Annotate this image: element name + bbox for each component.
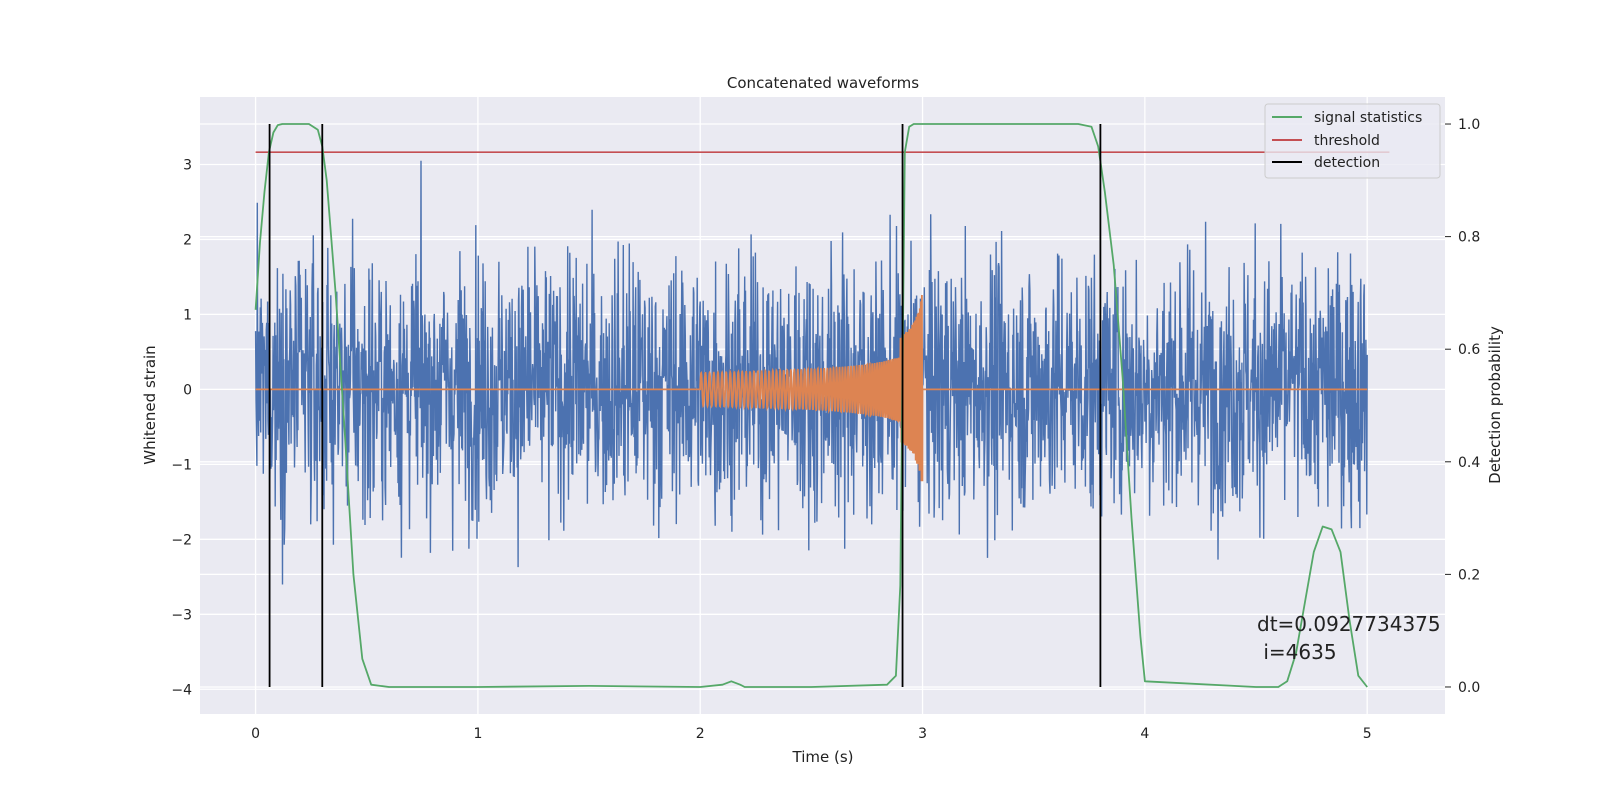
x-axis-ticks: 0 1 2 3 4 5 — [251, 726, 1372, 742]
series-detection — [268, 124, 1102, 687]
y-tick-label: −1 — [171, 457, 192, 473]
y-tick-label: −2 — [171, 532, 192, 548]
y2-tick-label: 0.6 — [1458, 342, 1480, 358]
x-tick-label: 1 — [473, 726, 482, 742]
y-tick-label: 3 — [183, 157, 192, 173]
legend: signal statistics threshold detection — [1264, 103, 1441, 179]
series-whitened-strain — [254, 160, 1368, 585]
y-tick-label: 1 — [183, 307, 192, 323]
noise-line — [254, 160, 1368, 585]
x-axis-label: Time (s) — [792, 748, 854, 766]
x-tick-label: 2 — [696, 726, 705, 742]
y2-tick-label: 0.2 — [1458, 567, 1480, 583]
annotation: dt=0.0927734375 i=4635 — [1257, 612, 1441, 664]
y-axis-label: Whitened strain — [141, 345, 159, 464]
y2-tick-label: 0.8 — [1458, 230, 1480, 246]
y-axis-ticks: −4 −3 −2 −1 0 1 2 3 — [171, 157, 192, 698]
y2-axis-ticks: 0.0 0.2 0.4 0.6 0.8 1.0 — [1445, 117, 1480, 696]
plot-area — [254, 123, 1390, 688]
legend-label-threshold: threshold — [1314, 133, 1380, 149]
chirp-line — [255, 294, 1368, 482]
y-tick-label: 2 — [183, 232, 192, 248]
legend-entry-signal-statistics: signal statistics — [1272, 110, 1422, 126]
y-tick-label: −3 — [171, 607, 192, 623]
y-tick-label: −4 — [171, 682, 192, 698]
chart-title: Concatenated waveforms — [727, 74, 919, 92]
legend-entry-detection: detection — [1272, 155, 1380, 171]
series-signal-statistics — [254, 123, 1368, 688]
annotation-index: i=4635 — [1257, 640, 1337, 664]
y2-tick-label: 0.4 — [1458, 455, 1480, 471]
legend-box — [1264, 103, 1441, 179]
y2-tick-label: 1.0 — [1458, 117, 1480, 133]
x-tick-label: 4 — [1140, 726, 1149, 742]
y2-tick-label: 0.0 — [1458, 680, 1480, 696]
legend-entry-threshold: threshold — [1272, 133, 1380, 149]
series-injected-waveform — [255, 294, 1368, 482]
legend-label-detection: detection — [1314, 155, 1380, 171]
y-tick-label: 0 — [183, 382, 192, 398]
x-tick-label: 3 — [918, 726, 927, 742]
signal-statistics-line — [254, 123, 1368, 688]
x-tick-label: 0 — [251, 726, 260, 742]
annotation-dt: dt=0.0927734375 — [1257, 612, 1441, 636]
y2-axis-label: Detection probability — [1486, 326, 1504, 484]
x-tick-label: 5 — [1363, 726, 1372, 742]
legend-label-signal-statistics: signal statistics — [1314, 110, 1422, 126]
